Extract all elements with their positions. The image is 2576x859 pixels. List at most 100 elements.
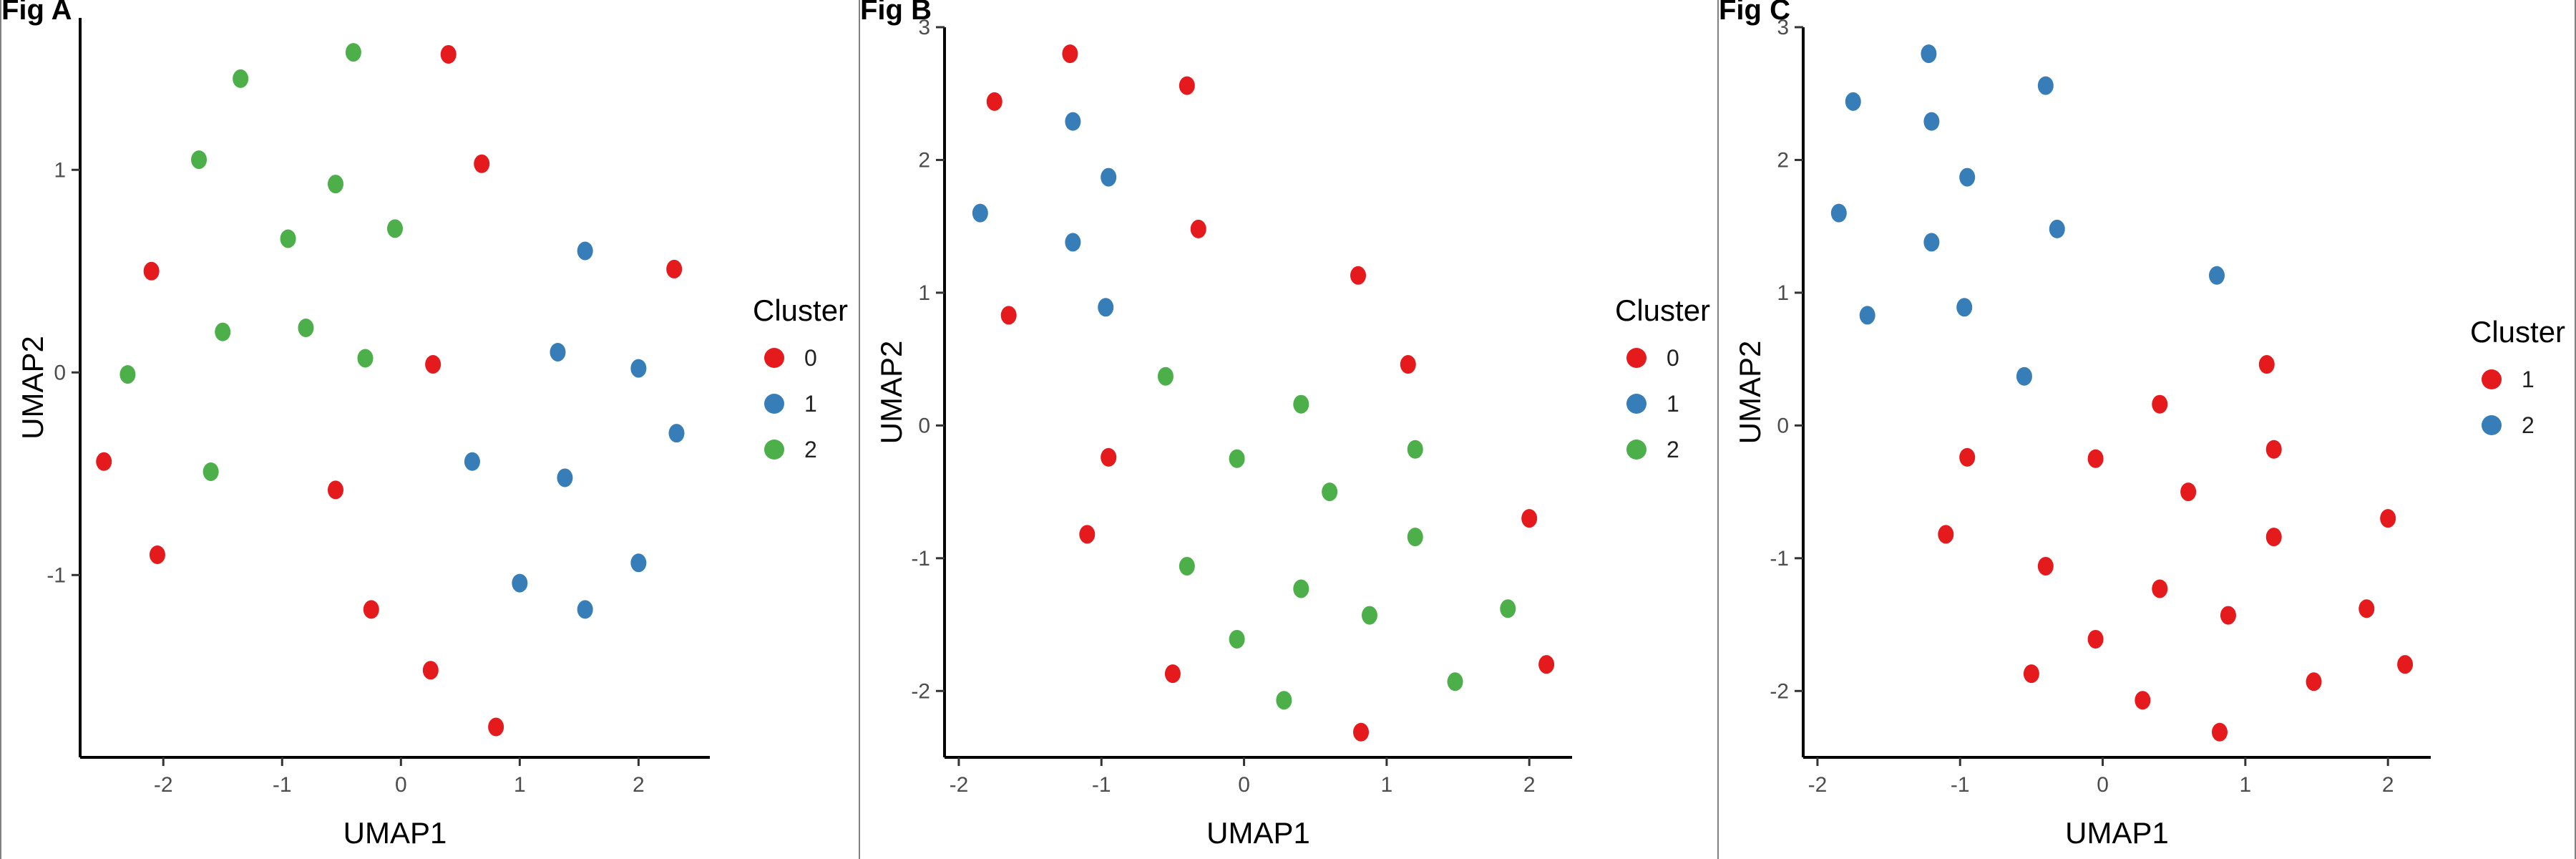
y-tick-label: 1 (918, 281, 930, 305)
data-point-cluster-1 (2135, 691, 2151, 710)
y-tick-label: 2 (918, 148, 930, 172)
data-point-cluster-1 (2358, 599, 2375, 618)
legend-item-1: 1 (1615, 381, 1710, 427)
legend-title: Cluster (2470, 315, 2566, 349)
legend-item-1: 1 (2470, 356, 2565, 402)
data-point-cluster-2 (1923, 233, 1940, 252)
data-point-cluster-0 (143, 261, 160, 281)
data-point-cluster-0 (96, 452, 112, 471)
y-tick-label: 0 (54, 361, 66, 384)
data-point-cluster-1 (1959, 447, 1976, 467)
legend-item-2: 2 (1615, 427, 1710, 472)
x-tick-label: -1 (1951, 773, 1970, 797)
data-point-cluster-0 (986, 92, 1002, 111)
data-point-cluster-1 (2265, 528, 2282, 547)
x-axis-title: UMAP1 (2065, 816, 2169, 850)
legend-a: Cluster 0 1 2 (753, 293, 848, 472)
x-tick-label: 1 (514, 773, 526, 797)
data-point-cluster-0 (149, 545, 165, 564)
data-point-cluster-2 (1830, 203, 1847, 223)
x-tick-label: -1 (273, 773, 292, 797)
data-point-cluster-2 (1407, 440, 1423, 459)
data-point-cluster-2 (1921, 44, 1937, 64)
legend-label: 2 (1667, 436, 1679, 462)
data-point-cluster-0 (666, 259, 683, 278)
y-axis-title: UMAP2 (1733, 341, 1767, 445)
data-point-cluster-2 (203, 462, 219, 481)
legend-swatch (2482, 415, 2502, 435)
x-axis-title: UMAP1 (343, 816, 447, 850)
x-tick-label: 2 (2382, 773, 2394, 797)
panel-c: Fig C -2 -1 0 1 2 -2 -1 0 1 2 3 UMAP1 UMAP2 Cluster … (1717, 0, 2576, 859)
data-point-cluster-1 (2265, 440, 2282, 459)
legend-label: 1 (804, 390, 817, 417)
data-point-cluster-2 (191, 150, 208, 170)
data-point-cluster-2 (215, 322, 231, 341)
x-tick-label: -2 (950, 773, 969, 797)
panel-a: Fig A -2 -1 0 1 2 -1 0 1 UMAP1 UMAP2 Cluster 0 1 … (0, 0, 859, 859)
y-tick-label: 1 (1777, 281, 1789, 305)
data-point-cluster-2 (1293, 579, 1309, 598)
legend-label: 1 (1667, 390, 1679, 417)
data-point-cluster-0 (1062, 44, 1078, 64)
data-point-cluster-1 (2306, 672, 2322, 691)
data-point-cluster-1 (1098, 298, 1114, 317)
legend-label: 0 (804, 344, 817, 371)
legend-swatch (764, 440, 784, 460)
y-tick-label: -2 (911, 679, 930, 703)
legend-title: Cluster (753, 293, 849, 327)
data-point-cluster-1 (2037, 556, 2054, 576)
data-point-cluster-1 (2087, 629, 2104, 649)
data-point-cluster-2 (327, 175, 343, 194)
data-point-cluster-0 (1350, 266, 1367, 285)
data-point-cluster-1 (2023, 664, 2039, 684)
x-tick-label: 1 (2240, 773, 2252, 797)
legend-swatch (1626, 394, 1646, 414)
data-point-cluster-1 (2220, 606, 2236, 625)
scatter-plot-b: -2 -1 0 1 2 -2 -1 0 1 2 3 UMAP1 UMAP2 (874, 16, 1572, 850)
data-point-cluster-0 (1538, 655, 1555, 674)
legend-label: 2 (2522, 412, 2534, 438)
data-point-cluster-2 (387, 219, 403, 238)
data-point-cluster-2 (1407, 528, 1423, 547)
data-point-cluster-0 (1101, 447, 1117, 467)
x-tick-label: -1 (1092, 773, 1111, 797)
legend-swatch (1626, 348, 1646, 368)
data-point-cluster-1 (630, 359, 647, 378)
data-point-cluster-0 (440, 44, 457, 64)
scatter-plot-c: -2 -1 0 1 2 -2 -1 0 1 2 3 UMAP1 UMAP2 (1733, 16, 2431, 850)
x-tick-label: 0 (1238, 773, 1250, 797)
data-point-cluster-1 (557, 468, 573, 487)
y-tick-label: 0 (1777, 414, 1789, 437)
data-point-cluster-2 (1845, 92, 1861, 111)
data-point-cluster-1 (577, 241, 593, 261)
data-point-cluster-0 (1190, 219, 1206, 238)
data-point-cluster-1 (1938, 525, 1954, 544)
legend-swatch (764, 394, 784, 414)
data-point-cluster-1 (668, 424, 685, 443)
y-tick-label: -1 (47, 563, 66, 587)
data-point-cluster-1 (550, 342, 566, 361)
data-point-cluster-0 (425, 354, 441, 374)
legend-item-2: 2 (753, 427, 848, 472)
data-point-cluster-1 (1065, 112, 1081, 131)
data-point-cluster-2 (119, 365, 136, 384)
panel-b: Fig B -2 -1 0 1 2 -2 -1 0 1 2 3 UMAP1 UMAP2 Cluster … (859, 0, 1717, 859)
data-point-cluster-2 (2209, 266, 2225, 285)
legend-swatch (2482, 369, 2502, 389)
data-point-cluster-2 (1959, 168, 1976, 187)
data-point-cluster-0 (488, 717, 504, 737)
data-point-cluster-0 (1000, 306, 1017, 325)
x-tick-label: -2 (154, 773, 173, 797)
data-point-cluster-2 (1322, 482, 1338, 502)
x-tick-label: 0 (2097, 773, 2109, 797)
y-tick-label: 0 (918, 414, 930, 437)
y-axis-title: UMAP2 (16, 336, 49, 440)
data-point-cluster-2 (1447, 672, 1463, 691)
data-point-cluster-1 (464, 452, 480, 471)
y-tick-label: 3 (1777, 16, 1789, 39)
data-point-cluster-2 (2037, 76, 2054, 95)
x-tick-label: 1 (1381, 773, 1393, 797)
data-point-cluster-2 (345, 43, 361, 62)
y-tick-label: -2 (1770, 679, 1789, 703)
